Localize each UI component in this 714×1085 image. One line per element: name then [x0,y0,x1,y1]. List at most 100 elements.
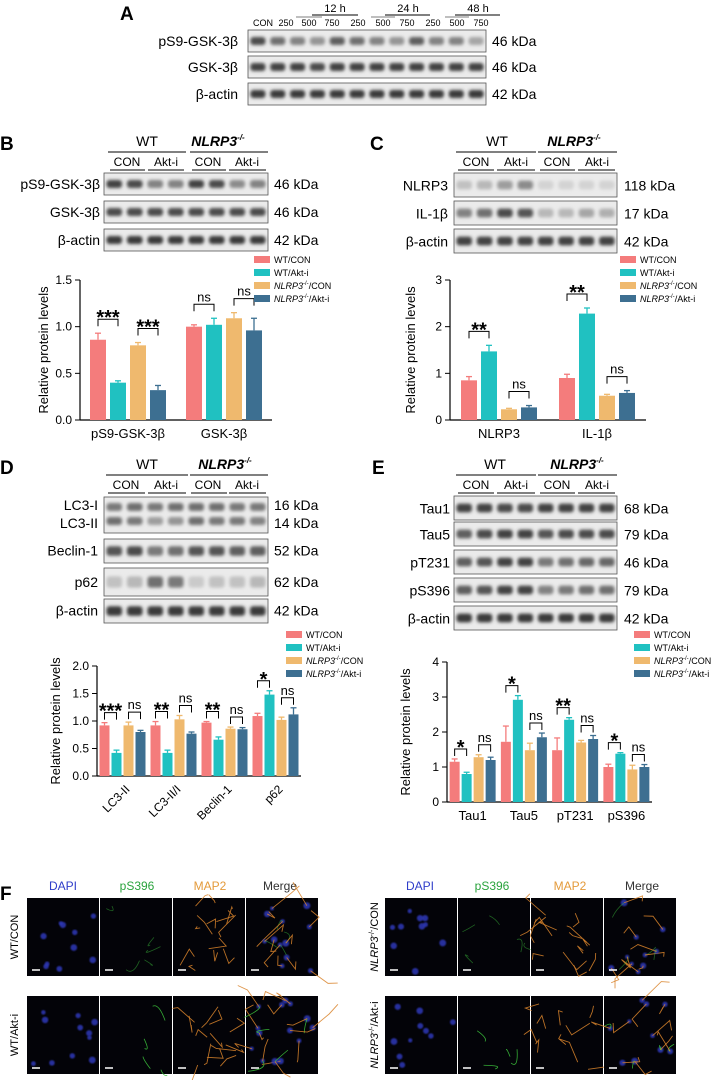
significance-label: ns [237,284,251,299]
blot-band [517,180,534,190]
map2-process [222,948,235,965]
nucleus-dot [91,1018,98,1026]
significance-bracket [281,697,294,705]
blot-band [476,557,493,567]
ps396-process [489,915,500,926]
channel-header: DAPI [406,879,434,893]
blot-band [147,180,164,188]
blot-kda-label: 68 kDa [624,500,669,516]
legend-swatch [254,269,270,276]
significance-bracket [580,725,594,733]
significance-label: * [610,731,618,753]
panel-a-blots: pS9-GSK-3β 46 kDa GSK-3β 46 kDa β-actin 42 kD… [158,29,537,106]
blot-strip [247,29,487,53]
blot-band [329,63,345,71]
micrograph-tile [458,996,530,1074]
significance-bracket [155,711,168,719]
legend-label: NLRP3-/-/Akt-i [640,294,695,304]
blot-band [249,546,266,556]
ps396-process [144,959,153,966]
legend-swatch [634,644,650,651]
map2-process [209,1009,223,1025]
micrograph-background [458,996,530,1074]
blot-band [369,63,385,71]
blot-band [476,529,493,539]
significance-bracket [566,293,588,301]
nucleus-dot [439,939,447,947]
blot-band [497,236,513,246]
blot-band [456,557,472,567]
map2-process [572,912,580,928]
blot-band [188,503,205,511]
micrograph-background [100,996,172,1074]
legend-swatch [620,282,636,289]
blot-band [558,613,574,623]
bar [237,729,248,776]
panel-d-ko-label: NLRP3-/- [198,456,252,472]
panel-d-header: WT NLRP3-/- CON Akt-i CON Akt-i [106,456,268,494]
blot-band [126,576,143,588]
map2-process [270,939,277,952]
micrograph-tile [173,894,245,976]
blot-band [517,557,534,567]
blot-band [249,503,266,511]
nucleus-dot [418,923,426,930]
legend-swatch [620,295,636,302]
ps396-process [483,1064,499,1070]
blot-band [369,90,385,98]
map2-process [203,1043,212,1066]
map2-process [277,955,283,967]
blot-band [448,90,464,98]
blot-kda-label: 17 kDa [624,205,669,221]
blot-band [456,208,472,218]
panel-d-akt-2: Akt-i [235,478,259,492]
nucleus-dot [399,1062,406,1068]
bar [213,739,224,776]
legend-label: NLRP3-/-/CON [654,656,711,666]
panel-c-header: WT NLRP3-/- CON Akt-i CON Akt-i [456,133,617,171]
ps396-process [516,938,523,953]
map2-process [289,1028,316,1033]
blot-band [476,613,493,623]
blot-band [349,90,365,98]
blot-band [126,517,143,525]
bar [150,390,166,420]
blot-band [476,180,493,190]
blot-kda-label: 42 kDa [624,233,669,249]
blot-band [167,576,184,588]
blot-band [167,503,184,511]
y-tick-label: 1.0 [72,714,89,728]
significance-label: ns [179,691,193,706]
panel-f-letter: F [0,884,12,905]
bar [206,324,222,420]
nucleus-dot [449,1019,456,1026]
blot-band [167,606,184,616]
blot-band [167,208,184,216]
nucleus-dot [423,1027,429,1034]
map2-process [218,914,236,938]
blot-band [578,208,595,218]
blot-band [250,63,266,71]
bar [619,392,635,420]
significance-bracket [529,722,543,731]
row-label-ko: NLRP3 [369,1032,381,1068]
legend-label: NLRP3-/-/Akt-i [306,669,361,679]
map2-process [213,949,219,962]
legend-swatch [254,282,270,289]
blot-band [476,585,493,595]
nucleus-dot [421,915,429,922]
map2-process [276,992,291,1005]
panel-c-con-2: CON [544,155,571,169]
legend-label: NLRP3-/-/CON [274,281,331,291]
blot-kda-label: 52 kDa [274,542,319,558]
blot-band [537,585,554,595]
blot-band [409,63,425,71]
bar [627,769,638,802]
y-tick-label: 0 [432,795,439,809]
blot-band [106,208,123,216]
map2-process [531,952,544,960]
blot-kda-label: 118 kDa [624,177,675,193]
map2-process [588,952,597,972]
map2-process [660,1035,673,1051]
blot-band [208,236,225,244]
